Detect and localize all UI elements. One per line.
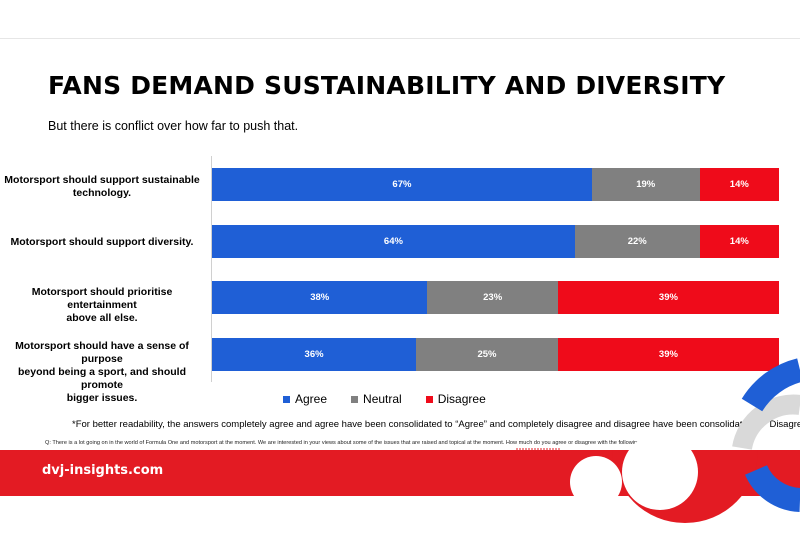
legend-swatch (283, 395, 290, 403)
data-label: 38% (310, 292, 330, 303)
page-subtitle: But there is conflict over how far to pu… (48, 119, 299, 133)
bar-segment-neutral: 22% (574, 225, 700, 258)
data-label: 14% (729, 179, 749, 190)
category-axis-line (211, 156, 212, 382)
data-label: 39% (658, 292, 678, 303)
category-label: Motorsport should support sustainable te… (4, 174, 200, 199)
blue-arc-lower-shape (745, 464, 800, 512)
data-label: 14% (729, 236, 749, 247)
bar-segment-neutral: 25% (416, 338, 558, 371)
grey-arc-shape (732, 394, 800, 451)
bar-segment-agree: 64% (212, 225, 575, 258)
data-label: 25% (477, 349, 497, 360)
bar-segment-disagree: 14% (699, 225, 779, 258)
data-label: 39% (658, 349, 678, 360)
data-label: 36% (304, 349, 324, 360)
page-title: FANS DEMAND SUSTAINABILITY AND DIVERSITY (48, 71, 726, 100)
data-label: 19% (636, 179, 656, 190)
bar-segment-neutral: 23% (427, 281, 558, 314)
bar-segment-disagree: 39% (557, 281, 779, 314)
category-label: Motorsport should support diversity. (10, 236, 194, 248)
brand-url[interactable]: dvj-insights.com (42, 463, 164, 478)
white-circle-shape (622, 434, 698, 510)
legend-label: Agree (295, 392, 328, 406)
legend-swatch (425, 395, 433, 403)
blue-arc-shape (741, 358, 800, 412)
survey-question: Q: There is a lot going on in the world … (45, 440, 673, 446)
legend-label: Disagree (437, 392, 486, 406)
bar-segment-neutral: 19% (591, 168, 700, 201)
bar-segment-agree: 38% (212, 281, 428, 314)
top-divider (0, 38, 800, 39)
legend-swatch (351, 395, 359, 403)
legend-item-agree: Agree (283, 392, 327, 406)
legend-item-neutral: Neutral (351, 392, 402, 406)
bar-segment-disagree: 39% (557, 338, 779, 371)
bar-segment-agree: 36% (212, 338, 417, 371)
white-disc-shape (570, 456, 622, 508)
data-label: 64% (383, 236, 403, 247)
category-label: Motorsport should have a sense of purpos… (15, 340, 189, 404)
category-label: Motorsport should prioritise entertainme… (31, 286, 173, 324)
data-label: 67% (392, 179, 412, 190)
footnote: *For better readability, the answers com… (72, 419, 800, 430)
legend-label: Neutral (363, 392, 402, 406)
bar-segment-disagree: 14% (699, 168, 779, 201)
data-label: 23% (483, 292, 503, 303)
chart-legend: Agree Neutral Disagree (283, 392, 510, 406)
data-label: 22% (627, 236, 647, 247)
legend-item-disagree: Disagree (425, 392, 486, 406)
bar-segment-agree: 67% (212, 168, 592, 201)
